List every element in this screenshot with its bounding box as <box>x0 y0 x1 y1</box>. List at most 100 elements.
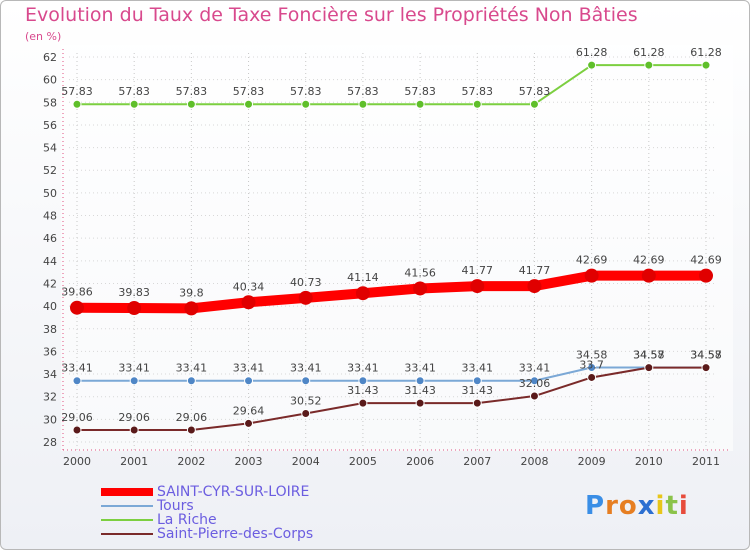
logo-letter: i <box>678 491 689 521</box>
data-point <box>587 60 597 70</box>
logo-letter: P <box>585 491 606 521</box>
data-label: 33.41 <box>462 362 494 375</box>
series-tours: 33.41 33.41 33.41 33.41 33.41 33.41 33.41 33.41… <box>61 348 722 386</box>
y-tick-label: 56 <box>43 119 57 132</box>
x-tick-label: 2007 <box>463 455 491 468</box>
data-point <box>527 279 542 294</box>
data-label: 39.83 <box>118 286 150 299</box>
y-tick-label: 28 <box>43 436 57 449</box>
y-tick-label: 52 <box>43 164 57 177</box>
data-label: 29.06 <box>61 411 93 424</box>
data-point <box>472 376 482 386</box>
data-point <box>415 99 425 109</box>
data-label: 40.34 <box>233 280 265 293</box>
data-label: 39.8 <box>179 286 204 299</box>
data-point <box>472 398 482 408</box>
data-label: 40.73 <box>290 276 322 289</box>
data-label: 41.77 <box>519 264 551 277</box>
data-point <box>244 376 254 386</box>
data-point <box>355 286 370 301</box>
data-label: 33.41 <box>176 362 208 375</box>
plot-area <box>61 45 733 451</box>
x-tick-label: 2010 <box>635 455 663 468</box>
data-point <box>470 279 485 294</box>
logo-letter: o <box>618 491 638 521</box>
data-label: 39.86 <box>61 286 93 299</box>
x-tick-label: 2011 <box>692 455 720 468</box>
data-point <box>587 362 597 372</box>
proxiti-logo: Proxiti <box>585 491 689 521</box>
x-tick-label: 2004 <box>292 455 320 468</box>
x-tick-label: 2001 <box>120 455 148 468</box>
legend-item: La Riche <box>101 513 313 527</box>
chart-title: Evolution du Taux de Taxe Foncière sur l… <box>25 4 638 26</box>
data-label: 41.56 <box>404 266 436 279</box>
data-label: 33.41 <box>404 362 436 375</box>
x-tick-label: 2009 <box>578 455 606 468</box>
data-point <box>129 99 139 109</box>
x-tick-label: 2003 <box>235 455 263 468</box>
data-label: 31.43 <box>404 384 436 397</box>
y-axis-unit-label: (en %) <box>25 30 62 43</box>
x-tick-label: 2005 <box>349 455 377 468</box>
y-tick-label: 62 <box>43 51 57 64</box>
data-point <box>241 295 256 310</box>
data-label: 61.28 <box>633 46 665 59</box>
data-label: 57.83 <box>347 85 379 98</box>
data-label: 29.06 <box>176 411 208 424</box>
data-label: 34.58 <box>633 348 665 361</box>
legend-swatch <box>101 519 153 521</box>
data-label: 33.41 <box>118 362 150 375</box>
data-label: 57.83 <box>462 85 494 98</box>
data-point <box>298 290 313 305</box>
y-tick-label: 32 <box>43 391 57 404</box>
series-saint-cyr-sur-loire: 39.86 39.83 39.8 40.34 40.73 41.14 41.56 41.77 4… <box>61 254 722 316</box>
series-line <box>76 366 707 431</box>
data-point <box>72 376 82 386</box>
data-label: 57.83 <box>176 85 208 98</box>
y-tick-label: 44 <box>43 255 57 268</box>
data-label: 61.28 <box>690 46 722 59</box>
data-point <box>129 425 139 435</box>
data-label: 33.41 <box>347 362 379 375</box>
data-label: 61.28 <box>576 46 608 59</box>
data-label: 41.77 <box>462 264 494 277</box>
y-tick-label: 38 <box>43 323 57 336</box>
y-tick-label: 58 <box>43 96 57 109</box>
data-label: 57.83 <box>233 85 265 98</box>
data-point <box>415 376 425 386</box>
data-label: 34.58 <box>576 348 608 361</box>
data-point <box>186 376 196 386</box>
series-line <box>76 64 707 106</box>
data-label: 31.43 <box>347 384 379 397</box>
legend-label: SAINT-CYR-SUR-LOIRE <box>157 484 310 500</box>
data-point <box>529 376 539 386</box>
y-tick-label: 50 <box>43 187 57 200</box>
legend: SAINT-CYR-SUR-LOIRE Tours La Riche Saint-Pi… <box>101 485 313 541</box>
y-tick-label: 30 <box>43 413 57 426</box>
data-point <box>72 99 82 109</box>
data-point <box>184 301 199 316</box>
data-label: 33.41 <box>290 362 322 375</box>
data-label: 57.83 <box>519 85 551 98</box>
data-label: 41.14 <box>347 271 379 284</box>
logo-letter: r <box>605 491 619 521</box>
data-point <box>358 398 368 408</box>
data-label: 57.83 <box>404 85 436 98</box>
data-point <box>587 372 597 382</box>
data-label: 42.69 <box>633 254 665 267</box>
data-label: 31.43 <box>462 384 494 397</box>
legend-label: Saint-Pierre-des-Corps <box>157 526 314 542</box>
y-tick-label: 48 <box>43 210 57 223</box>
data-point <box>529 391 539 401</box>
data-label: 34.57 <box>690 349 722 362</box>
logo-letter: t <box>665 491 679 521</box>
data-label: 57.83 <box>290 85 322 98</box>
y-tick-label: 54 <box>43 142 57 155</box>
legend-label: La Riche <box>157 512 217 528</box>
data-point <box>358 376 368 386</box>
data-point <box>644 363 654 373</box>
x-tick-label: 2006 <box>406 455 434 468</box>
